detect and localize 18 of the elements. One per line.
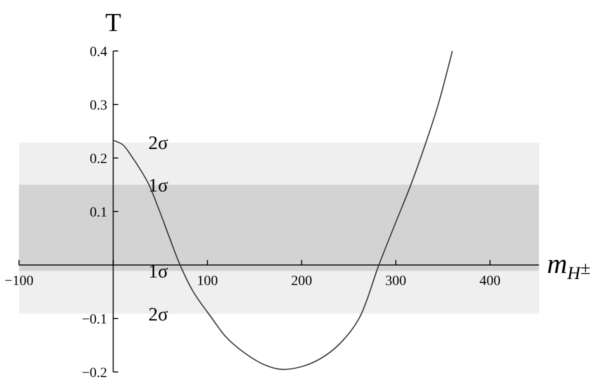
x-tick-label: 100: [196, 274, 218, 289]
line-series: [112, 50, 453, 370]
x-tick-label: 400: [480, 274, 501, 289]
y-tick-label: 0.1: [90, 205, 108, 220]
y-tick-label: 0.2: [90, 152, 108, 167]
annotation: 2σ: [148, 304, 168, 326]
y-tick-label: −0.1: [82, 312, 108, 328]
x-tick-label: 200: [291, 274, 312, 289]
annotation: 1σ: [148, 262, 168, 283]
y-tick-label: 0.4: [90, 44, 108, 60]
x-axis-title: m$_{H}$±: [547, 249, 590, 284]
x-tick-label: −100: [4, 274, 34, 289]
y-axis-title: T: [105, 8, 122, 37]
x-tick-label: 300: [385, 274, 406, 289]
y-tick-label: −0.2: [82, 366, 108, 381]
y-tick-label: 0.3: [90, 98, 108, 114]
annotation: 1σ: [148, 175, 168, 196]
annotation: 2σ: [148, 133, 168, 154]
